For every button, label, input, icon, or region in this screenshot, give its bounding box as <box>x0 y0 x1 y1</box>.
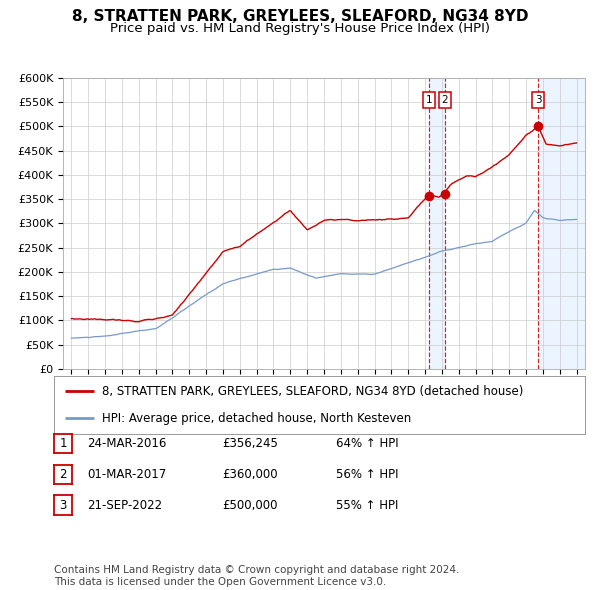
Text: 55% ↑ HPI: 55% ↑ HPI <box>336 499 398 512</box>
Text: 1: 1 <box>425 95 432 104</box>
Bar <box>538 78 585 369</box>
Text: 64% ↑ HPI: 64% ↑ HPI <box>336 437 398 450</box>
Text: 3: 3 <box>59 499 67 512</box>
Text: 8, STRATTEN PARK, GREYLEES, SLEAFORD, NG34 8YD: 8, STRATTEN PARK, GREYLEES, SLEAFORD, NG… <box>72 9 528 24</box>
Text: £360,000: £360,000 <box>222 468 278 481</box>
Text: Price paid vs. HM Land Registry's House Price Index (HPI): Price paid vs. HM Land Registry's House … <box>110 22 490 35</box>
Text: 24-MAR-2016: 24-MAR-2016 <box>87 437 166 450</box>
Text: 56% ↑ HPI: 56% ↑ HPI <box>336 468 398 481</box>
Text: HPI: Average price, detached house, North Kesteven: HPI: Average price, detached house, Nort… <box>102 412 411 425</box>
Text: 2: 2 <box>442 95 448 104</box>
Text: 21-SEP-2022: 21-SEP-2022 <box>87 499 162 512</box>
Text: 8, STRATTEN PARK, GREYLEES, SLEAFORD, NG34 8YD (detached house): 8, STRATTEN PARK, GREYLEES, SLEAFORD, NG… <box>102 385 523 398</box>
Text: £500,000: £500,000 <box>222 499 277 512</box>
Text: 01-MAR-2017: 01-MAR-2017 <box>87 468 166 481</box>
Text: 2: 2 <box>59 468 67 481</box>
Text: Contains HM Land Registry data © Crown copyright and database right 2024.
This d: Contains HM Land Registry data © Crown c… <box>54 565 460 587</box>
Text: 3: 3 <box>535 95 542 104</box>
Text: £356,245: £356,245 <box>222 437 278 450</box>
Bar <box>429 78 445 369</box>
Text: 1: 1 <box>59 437 67 450</box>
